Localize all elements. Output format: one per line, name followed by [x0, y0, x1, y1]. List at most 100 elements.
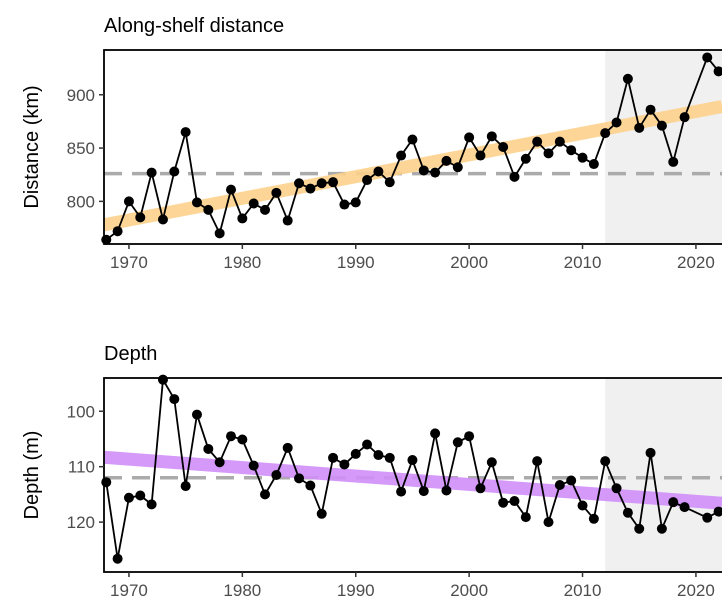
data-point: [123, 196, 134, 207]
panel-depth: Depth Depth (m) 1970 1980 1990 2000 2010 2020…: [21, 343, 722, 600]
data-point: [191, 409, 202, 420]
x-tick-label: 1990: [337, 581, 375, 600]
data-point: [180, 481, 191, 492]
y-tick-label: 900: [67, 86, 95, 105]
data-point: [396, 486, 407, 497]
data-point: [203, 443, 214, 454]
data-point: [554, 479, 565, 490]
data-point: [713, 66, 722, 77]
data-point: [441, 155, 452, 166]
data-point: [668, 156, 679, 167]
data-point: [248, 198, 259, 209]
data-point: [520, 153, 531, 164]
data-point: [464, 431, 475, 442]
data-point: [169, 166, 180, 177]
data-point: [248, 460, 259, 471]
series-group: [101, 52, 722, 245]
data-point: [328, 177, 339, 188]
data-point: [634, 122, 645, 133]
data-point: [226, 184, 237, 195]
data-point: [702, 512, 713, 523]
data-point: [418, 165, 429, 176]
panel-title: Along-shelf distance: [104, 15, 284, 37]
x-tick-label: 2020: [677, 253, 715, 272]
data-point: [520, 512, 531, 523]
data-point: [282, 215, 293, 226]
data-point: [611, 117, 622, 128]
data-point: [362, 439, 373, 450]
data-point: [668, 497, 679, 508]
y-tick-label: 100: [67, 402, 95, 421]
data-point: [486, 457, 497, 468]
data-point: [543, 148, 554, 159]
y-tick-label: 800: [67, 192, 95, 211]
data-point: [203, 204, 214, 215]
data-point: [498, 142, 509, 152]
data-point: [362, 175, 373, 186]
tick-group: 1970 1980 1990 2000 2010 2020 800 850 900: [67, 86, 715, 272]
data-point: [679, 112, 690, 123]
data-point: [645, 447, 656, 458]
data-point: [169, 394, 180, 405]
x-tick-label: 1990: [337, 253, 375, 272]
data-point: [645, 104, 656, 115]
panel-distance: Along-shelf distance Distance (km) 1970 1…: [21, 15, 722, 272]
data-point: [441, 485, 452, 496]
data-point: [350, 197, 361, 208]
data-point: [294, 178, 305, 189]
x-tick-label: 2000: [450, 581, 488, 600]
data-point: [611, 483, 622, 494]
x-tick-label: 2000: [450, 253, 488, 272]
data-point: [271, 470, 282, 480]
data-point: [679, 502, 690, 513]
data-point: [191, 197, 202, 208]
data-point: [577, 152, 588, 163]
data-point: [226, 431, 237, 442]
plot-frame: [103, 49, 722, 245]
y-tick-label: 120: [67, 513, 95, 532]
data-point: [486, 131, 497, 142]
data-point: [260, 489, 271, 500]
data-point: [452, 162, 463, 173]
data-point: [237, 434, 248, 445]
data-point: [282, 442, 293, 453]
data-point: [384, 452, 395, 463]
data-point: [543, 517, 554, 528]
x-tick-label: 2010: [564, 581, 602, 600]
data-point: [305, 183, 316, 194]
y-tick-label: 110: [68, 458, 95, 477]
data-point: [713, 506, 722, 517]
data-point: [430, 428, 441, 439]
data-point: [316, 178, 327, 189]
data-point: [305, 480, 316, 491]
data-point: [532, 456, 543, 467]
data-point: [430, 167, 441, 178]
data-point: [622, 73, 633, 84]
data-point: [157, 214, 168, 225]
panel-title: Depth: [104, 343, 157, 365]
data-point: [577, 500, 588, 511]
data-point: [112, 553, 123, 564]
data-point: [418, 486, 429, 497]
data-point: [498, 497, 509, 508]
data-point: [373, 166, 384, 177]
series-group: [101, 374, 722, 564]
data-point: [135, 490, 146, 501]
data-point: [656, 523, 667, 534]
data-point: [271, 187, 282, 198]
data-point: [566, 475, 577, 486]
data-point: [600, 128, 611, 139]
data-point: [532, 136, 543, 147]
data-point: [452, 437, 463, 448]
x-tick-label: 2020: [677, 581, 715, 600]
data-point: [396, 150, 407, 161]
data-point: [214, 228, 225, 239]
data-point: [464, 132, 475, 143]
data-point: [146, 167, 157, 178]
data-point: [384, 177, 395, 188]
data-point: [146, 499, 157, 510]
data-point: [135, 212, 146, 223]
x-tick-label: 1970: [110, 581, 148, 600]
data-point: [554, 136, 565, 147]
